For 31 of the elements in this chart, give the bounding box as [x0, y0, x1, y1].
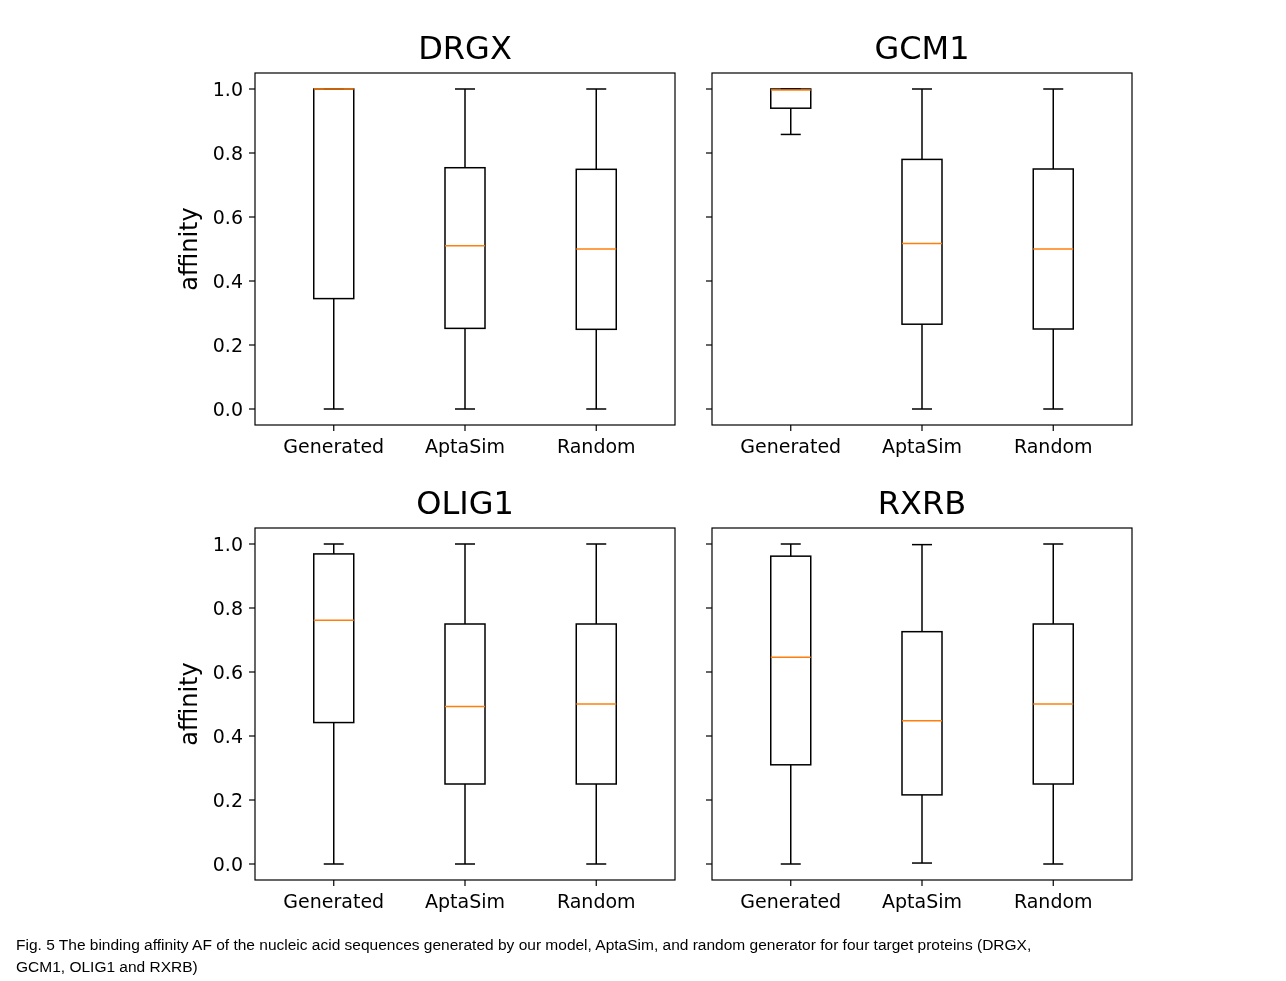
- x-tick-label: Random: [556, 435, 636, 457]
- y-axis-title: affinity: [175, 662, 203, 746]
- x-tick-label: AptaSim: [425, 890, 505, 912]
- y-tick-label: 0.0: [212, 397, 243, 420]
- chart-title: DRGX: [418, 29, 512, 67]
- x-tick-label: AptaSim: [882, 435, 962, 457]
- x-tick-label: AptaSim: [425, 435, 505, 457]
- x-tick-label: Generated: [740, 435, 842, 457]
- x-tick-label: Random: [1013, 890, 1093, 912]
- x-tick-label: AptaSim: [882, 890, 962, 912]
- chart-title: RXRB: [877, 484, 967, 522]
- chart-title: GCM1: [874, 29, 970, 67]
- x-tick-label: Generated: [283, 435, 385, 457]
- x-tick-label: Generated: [283, 890, 385, 912]
- y-tick-label: 0.0: [212, 852, 243, 875]
- x-tick-label: Random: [556, 890, 636, 912]
- y-tick-label: 1.0: [212, 77, 243, 100]
- y-tick-label: 0.4: [212, 269, 243, 292]
- y-tick-label: 0.2: [212, 333, 243, 356]
- chart-title: OLIG1: [416, 484, 514, 522]
- y-tick-label: 0.2: [212, 788, 243, 811]
- y-tick-label: 0.6: [212, 660, 243, 683]
- x-tick-label: Random: [1013, 435, 1093, 457]
- x-tick-label: Generated: [740, 890, 842, 912]
- y-axis-title: affinity: [175, 207, 203, 291]
- y-tick-label: 0.8: [212, 141, 243, 164]
- caption: Fig. 5 The binding affinity AF of the nucleic acid sequences generated by our model, AptaSim, and random generator for four target proteins (DRGX, GCM1, OLIG1 and RXRB): [16, 936, 1032, 975]
- y-tick-label: 0.4: [212, 724, 243, 747]
- y-tick-label: 1.0: [212, 532, 243, 555]
- y-tick-label: 0.6: [212, 205, 243, 228]
- y-tick-label: 0.8: [212, 596, 243, 619]
